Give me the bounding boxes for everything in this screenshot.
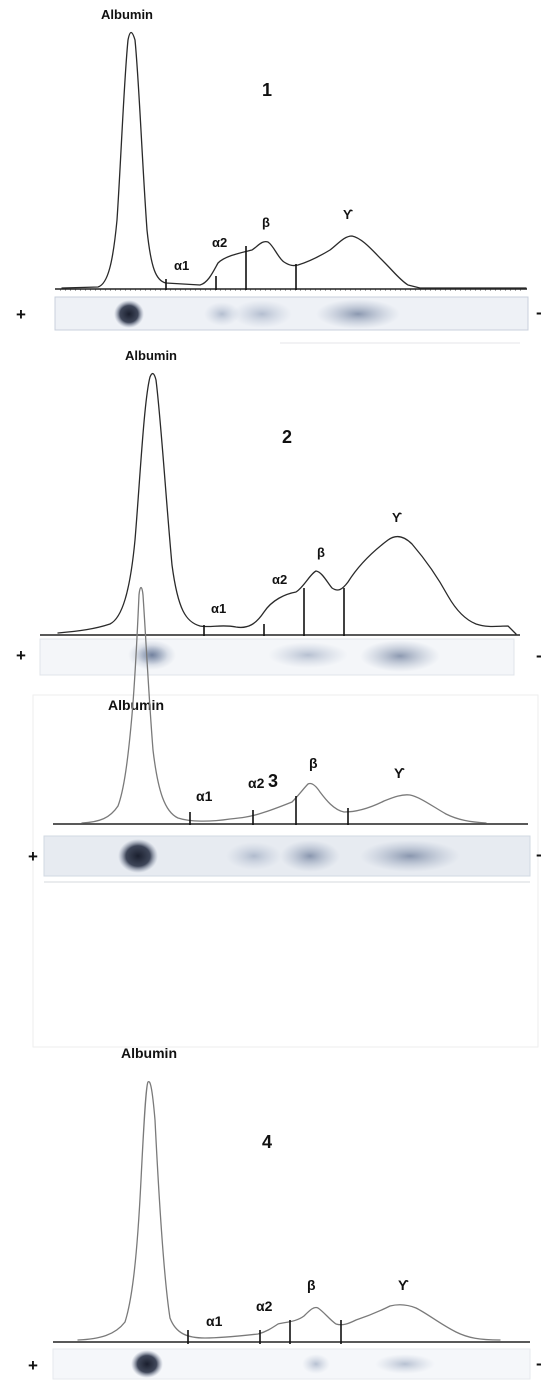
albumin-label: Albumin: [125, 348, 177, 363]
beta-label: β: [307, 1277, 316, 1293]
alpha1-label: α1: [206, 1313, 223, 1329]
gamma-label: ϒ: [398, 1277, 409, 1293]
panel-2: Albumin 2 α1 α2 β ϒ + -: [16, 342, 542, 676]
panel-3: Albumin 3 α1 α2 β ϒ + -: [28, 586, 542, 1048]
alpha1-label: α1: [211, 601, 226, 616]
alpha2-band: [204, 302, 240, 326]
panel-number: 4: [262, 1132, 272, 1152]
anode-sign: +: [16, 305, 26, 324]
densitometry-trace: [57, 372, 517, 635]
albumin-label: Albumin: [121, 1045, 177, 1061]
albumin-band: [114, 300, 144, 328]
gamma-band: [375, 1354, 435, 1374]
beta-band: [280, 840, 340, 872]
cathode-sign: -: [536, 845, 542, 864]
electrophoresis-strip: [54, 296, 529, 331]
densitometry-trace: [81, 586, 487, 824]
gamma-band: [360, 640, 440, 672]
gamma-label: ϒ: [392, 510, 402, 525]
electrophoresis-strip: [43, 835, 531, 877]
panel-1: Albumin 1 α1 α2 β ϒ + -: [16, 7, 542, 331]
albumin-label: Albumin: [108, 697, 164, 713]
albumin-band: [118, 839, 158, 873]
panel-4: Albumin 4 α1 α2 β ϒ + -: [28, 1045, 542, 1380]
densitometry-trace: [77, 1080, 501, 1341]
electrophoresis-strip: [39, 638, 515, 676]
beta-band: [232, 300, 292, 328]
densitometry-trace: [61, 31, 527, 289]
gamma-band: [316, 299, 400, 329]
beta-band: [268, 642, 348, 668]
anode-sign: +: [16, 646, 26, 665]
alpha2-label: α2: [272, 572, 287, 587]
cathode-sign: -: [536, 646, 542, 665]
albumin-band-core: [136, 645, 168, 665]
gamma-label: ϒ: [343, 207, 353, 222]
alpha1-label: α1: [196, 788, 213, 804]
alpha2-band: [226, 842, 282, 870]
gamma-label: ϒ: [394, 765, 405, 781]
cathode-sign: -: [536, 1354, 542, 1373]
panel-number: 1: [262, 80, 272, 100]
beta-label: β: [262, 215, 270, 230]
gamma-band: [360, 840, 460, 872]
alpha1-label: α1: [174, 258, 189, 273]
panel-number: 3: [268, 771, 278, 791]
albumin-label: Albumin: [101, 7, 153, 22]
alpha2-label: α2: [212, 235, 227, 250]
beta-label: β: [317, 545, 325, 560]
electrophoresis-strip: [52, 1348, 531, 1380]
cathode-sign: -: [536, 303, 542, 322]
strip-background: [52, 1348, 531, 1380]
beta-label: β: [309, 755, 318, 771]
anode-sign: +: [28, 1356, 38, 1375]
beta-band: [302, 1354, 330, 1374]
alpha2-label: α2: [248, 775, 265, 791]
anode-sign: +: [28, 847, 38, 866]
albumin-band: [131, 1350, 163, 1378]
panel-number: 2: [282, 427, 292, 447]
scan-border: [32, 694, 539, 1048]
alpha2-label: α2: [256, 1298, 273, 1314]
